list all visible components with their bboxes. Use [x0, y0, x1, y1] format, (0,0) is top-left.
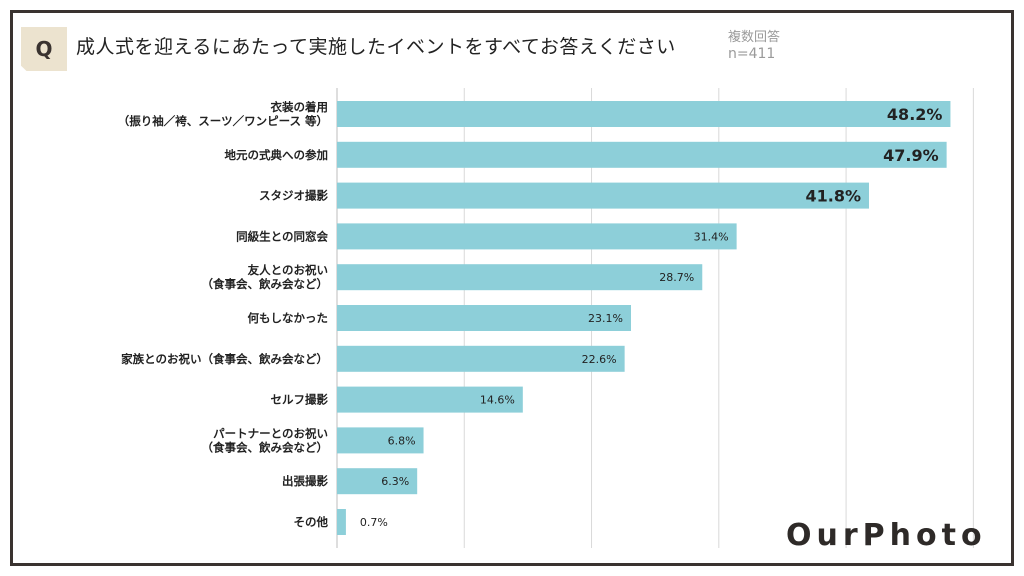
data-label: 47.9% — [883, 146, 939, 165]
category-label: その他 — [294, 515, 329, 529]
category-label: 同級生との同窓会 — [236, 229, 328, 243]
bar — [337, 386, 523, 413]
bar — [337, 141, 947, 168]
data-label: 6.8% — [388, 434, 416, 447]
data-label: 31.4% — [694, 230, 729, 243]
ourphoto-logo: OurPhoto — [786, 518, 987, 553]
question-text: 成人式を迎えるにあたって実施したイベントをすべてお答えください — [76, 36, 676, 58]
data-label: 6.3% — [381, 475, 409, 488]
question-badge: Q — [21, 27, 67, 71]
data-label: 28.7% — [659, 271, 694, 284]
category-label: 出張撮影 — [282, 474, 328, 488]
data-label: 14.6% — [480, 394, 515, 407]
bar — [337, 101, 951, 127]
bar — [337, 468, 418, 495]
data-label: 48.2% — [887, 105, 943, 124]
category-label: 衣装の着用 — [271, 100, 329, 114]
data-label: 41.8% — [805, 187, 861, 206]
data-label: 22.6% — [582, 353, 617, 366]
category-label: 友人とのお祝い — [248, 263, 328, 277]
category-label: 地元の式典への参加 — [225, 148, 329, 162]
category-label: （振り袖／袴、スーツ／ワンピース 等） — [118, 114, 328, 128]
multiple-answer-note: 複数回答 — [728, 30, 781, 45]
category-label: パートナーとのお祝い — [213, 426, 328, 440]
category-label: （食事会、飲み会など） — [202, 277, 329, 291]
bar — [337, 427, 424, 454]
category-label: （食事会、飲み会など） — [202, 440, 329, 454]
category-label: 何もしなかった — [248, 311, 329, 325]
category-label: セルフ撮影 — [271, 393, 329, 407]
data-label: 0.7% — [360, 516, 388, 529]
category-label: 家族とのお祝い（食事会、飲み会など） — [121, 352, 328, 366]
sample-size: n=411 — [728, 46, 776, 62]
bar — [337, 223, 737, 250]
bar — [337, 264, 703, 291]
bar — [337, 305, 631, 331]
bar — [337, 509, 346, 535]
sample-info: 複数回答 n=411 — [728, 29, 780, 63]
bar — [337, 182, 869, 209]
category-label: スタジオ撮影 — [259, 189, 328, 203]
bar — [337, 345, 625, 372]
data-label: 23.1% — [588, 312, 623, 325]
